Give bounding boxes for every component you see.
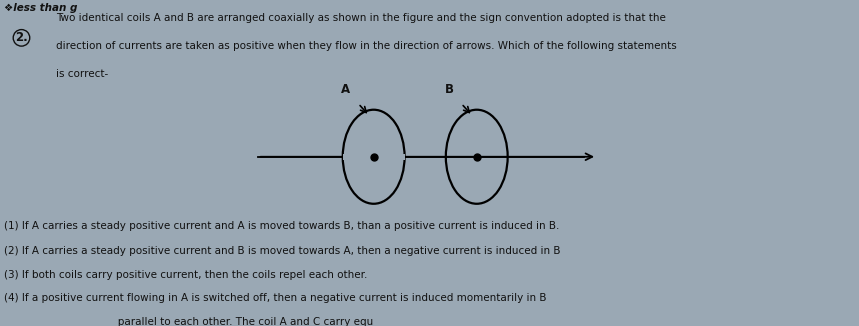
Text: parallel to each other. The coil A and C carry equ: parallel to each other. The coil A and C… <box>4 317 374 326</box>
Text: A: A <box>341 82 350 96</box>
Point <box>470 154 484 159</box>
Text: B: B <box>445 82 454 96</box>
Text: is correct-: is correct- <box>56 69 108 79</box>
Text: Two identical coils A and B are arranged coaxially as shown in the figure and th: Two identical coils A and B are arranged… <box>56 12 666 22</box>
Text: (1) If A carries a steady positive current and A is moved towards B, than a posi: (1) If A carries a steady positive curre… <box>4 221 560 231</box>
Text: 2.: 2. <box>15 31 27 44</box>
FancyBboxPatch shape <box>343 154 405 160</box>
Point <box>367 154 381 159</box>
Text: direction of currents are taken as positive when they flow in the direction of a: direction of currents are taken as posit… <box>56 41 677 51</box>
Text: (3) If both coils carry positive current, then the coils repel each other.: (3) If both coils carry positive current… <box>4 270 368 280</box>
Text: (4) If a positive current flowing in A is switched off, then a negative current : (4) If a positive current flowing in A i… <box>4 293 547 303</box>
Text: (2) If A carries a steady positive current and B is moved towards A, then a nega: (2) If A carries a steady positive curre… <box>4 246 561 256</box>
Text: ❖less than g: ❖less than g <box>4 3 77 13</box>
